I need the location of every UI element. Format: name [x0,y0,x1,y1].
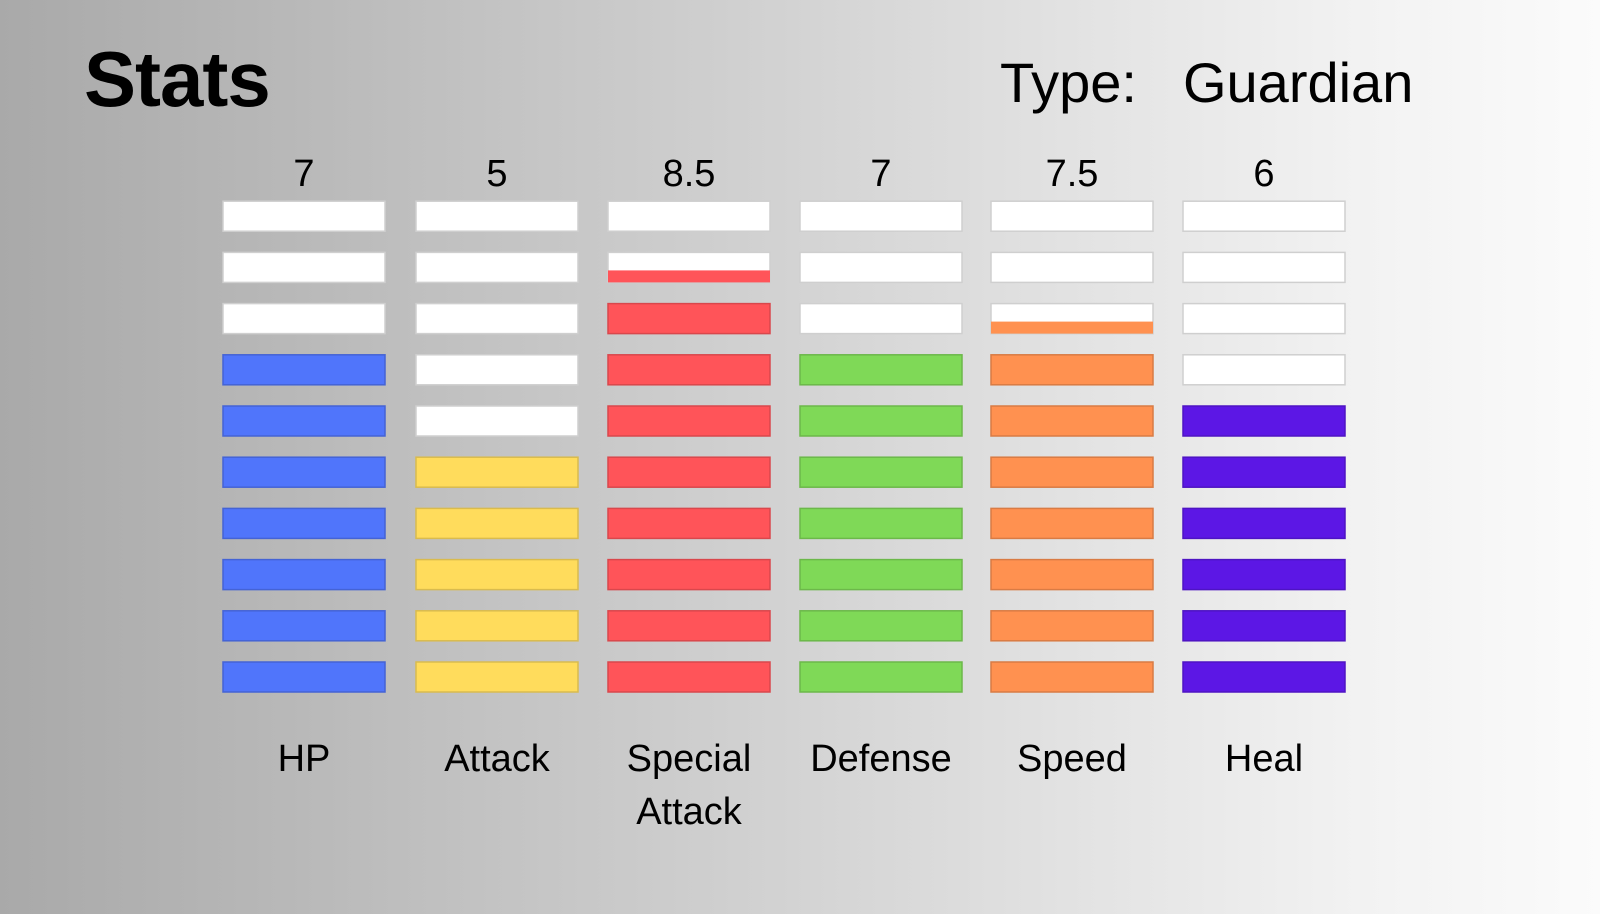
stat-column: 7 HP [222,153,386,780]
stat-segment-filled [990,354,1154,386]
category-label: Speed [1017,738,1127,780]
stat-segment-filled [415,456,579,488]
stat-segment-filled [1182,405,1346,437]
stat-segment-filled [607,354,771,386]
stat-segment-empty [1182,302,1346,335]
stat-segment-filled [222,661,386,693]
stat-segment-empty [799,251,963,284]
stat-segment-filled [222,558,386,591]
stat-segment-filled [1182,507,1346,540]
stat-segment-filled [415,661,579,693]
stat-segment-empty [222,251,386,284]
category-label: Special Attack [627,738,752,833]
stat-segment-empty [415,354,579,386]
stat-segment-filled [990,456,1154,488]
stat-segment-filled [607,507,771,540]
stat-segment-empty [415,251,579,284]
stat-segment-empty [990,200,1154,232]
stat-segment-filled [607,661,771,693]
stat-column: 8.5 Special Attack [607,153,771,833]
type-value: Guardian [1182,51,1414,114]
stat-segment-filled [799,456,963,488]
stat-segment-partial [608,270,770,283]
stat-column: 5 Attack [415,153,579,780]
value-label: 7 [870,153,891,195]
type-label: Type: [1000,51,1137,114]
stat-segment-filled [415,610,579,642]
stat-segment-empty [1182,354,1346,386]
stat-segment-empty [415,405,579,437]
stat-segment-filled [1182,610,1346,642]
value-label: 7.5 [1046,153,1099,195]
value-label: 8.5 [663,153,716,195]
stat-segment-filled [415,558,579,591]
stat-segment-empty [415,200,579,232]
stat-segment-filled [799,354,963,386]
stat-segment-filled [607,558,771,591]
page-title: Stats [84,35,271,123]
stat-segment-filled [607,610,771,642]
value-label: 7 [293,153,314,195]
stat-segment-empty [799,200,963,232]
stat-segment-empty [415,302,579,335]
category-label: Defense [810,738,952,780]
stat-column: 6 Heal [1182,153,1346,780]
stat-segment-empty [1182,251,1346,284]
stat-segment-filled [1182,456,1346,488]
stat-segment-filled [990,507,1154,540]
category-label: HP [278,738,331,780]
stat-segment-filled [607,302,771,335]
stat-segment-filled [222,405,386,437]
stat-segment-empty [1182,200,1346,232]
stat-segment-empty [222,302,386,335]
value-label: 6 [1253,153,1274,195]
stat-segment-empty [607,200,771,232]
stat-segment-filled [799,558,963,591]
stat-segment-filled [990,661,1154,693]
stat-segment-filled [607,405,771,437]
stat-segment-empty [799,302,963,335]
stat-segment-filled [799,661,963,693]
stat-column: 7 Defense [799,153,963,780]
value-label: 5 [486,153,507,195]
stat-segment-filled [607,456,771,488]
stat-segment-filled [799,610,963,642]
stat-segment-empty [990,251,1154,284]
stat-segment-filled [1182,661,1346,693]
stat-segment-filled [1182,558,1346,591]
stat-segment-filled [222,354,386,386]
stat-segment-filled [222,507,386,540]
stat-segment-filled [799,507,963,540]
stat-segment-filled [990,610,1154,642]
stat-segment-partial [991,321,1153,334]
category-label: Attack [444,738,551,780]
stat-segment-filled [799,405,963,437]
category-label: Heal [1225,738,1303,780]
stat-segment-empty [222,200,386,232]
stat-segment-filled [415,507,579,540]
type-field: Type: Guardian [1000,50,1413,115]
stat-segment-filled [222,610,386,642]
stat-segment-filled [990,405,1154,437]
stat-segment-filled [222,456,386,488]
stat-column: 7.5 Speed [990,153,1154,780]
stat-segment-filled [990,558,1154,591]
